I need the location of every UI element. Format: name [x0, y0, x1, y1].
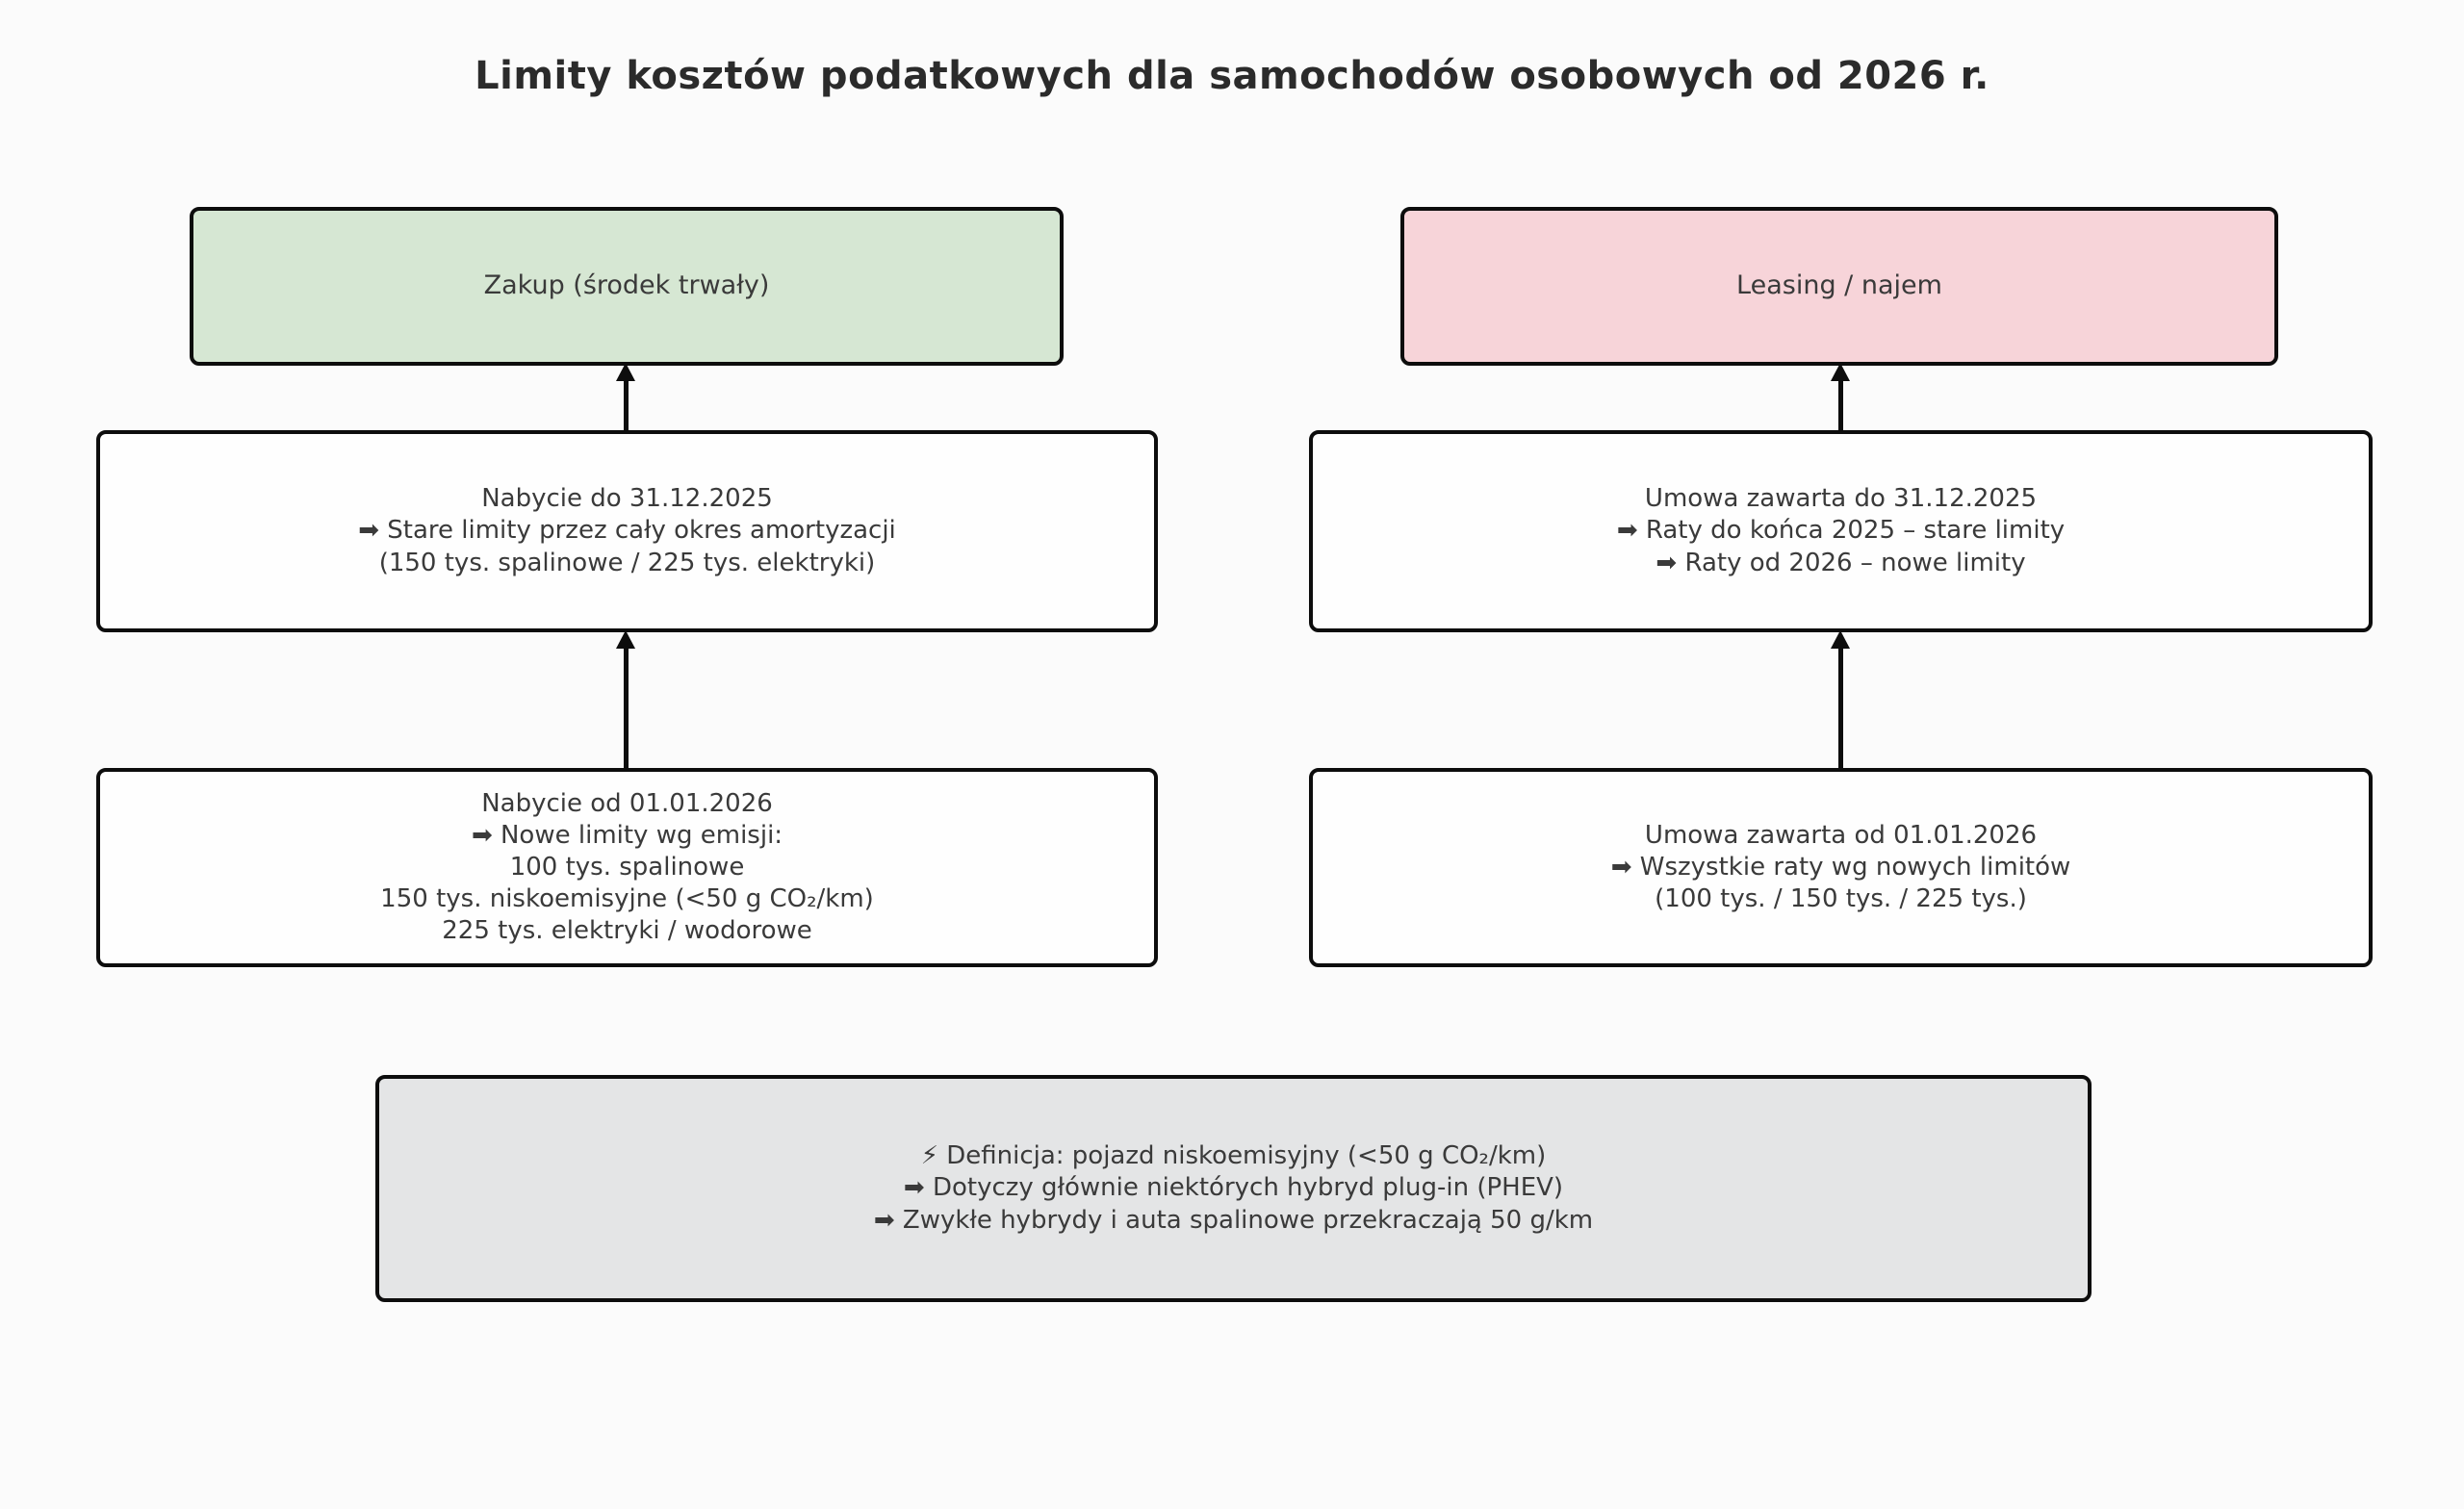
leasing-umowa-od-2026-box: Umowa zawarta od 01.01.2026 ➡ Wszystkie … [1309, 768, 2373, 967]
zakup-nabycie-do-2025-box: Nabycie do 31.12.2025 ➡ Stare limity prz… [96, 430, 1158, 632]
arrow-head [616, 363, 635, 381]
arrow-head [1831, 363, 1850, 381]
arrow-shaft [1837, 378, 1843, 433]
arrow-head [1831, 630, 1850, 649]
arrow-shaft [623, 646, 629, 771]
page-title: Limity kosztów podatkowych dla samochodó… [475, 54, 1989, 98]
leasing-header-box: Leasing / najem [1400, 207, 2278, 366]
leasing-umowa-do-2025-box: Umowa zawarta do 31.12.2025 ➡ Raty do ko… [1309, 430, 2373, 632]
definition-note-box: ⚡ Definicja: pojazd niskoemisyjny (<50 g… [375, 1075, 2092, 1302]
arrow-up-icon [614, 363, 637, 433]
arrow-head [616, 630, 635, 649]
arrow-shaft [623, 378, 629, 433]
arrow-up-icon [1829, 363, 1852, 433]
arrow-up-icon [1829, 630, 1852, 771]
arrow-shaft [1837, 646, 1843, 771]
zakup-header-box: Zakup (środek trwały) [190, 207, 1064, 366]
arrow-up-icon [614, 630, 637, 771]
zakup-nabycie-od-2026-box: Nabycie od 01.01.2026 ➡ Nowe limity wg e… [96, 768, 1158, 967]
